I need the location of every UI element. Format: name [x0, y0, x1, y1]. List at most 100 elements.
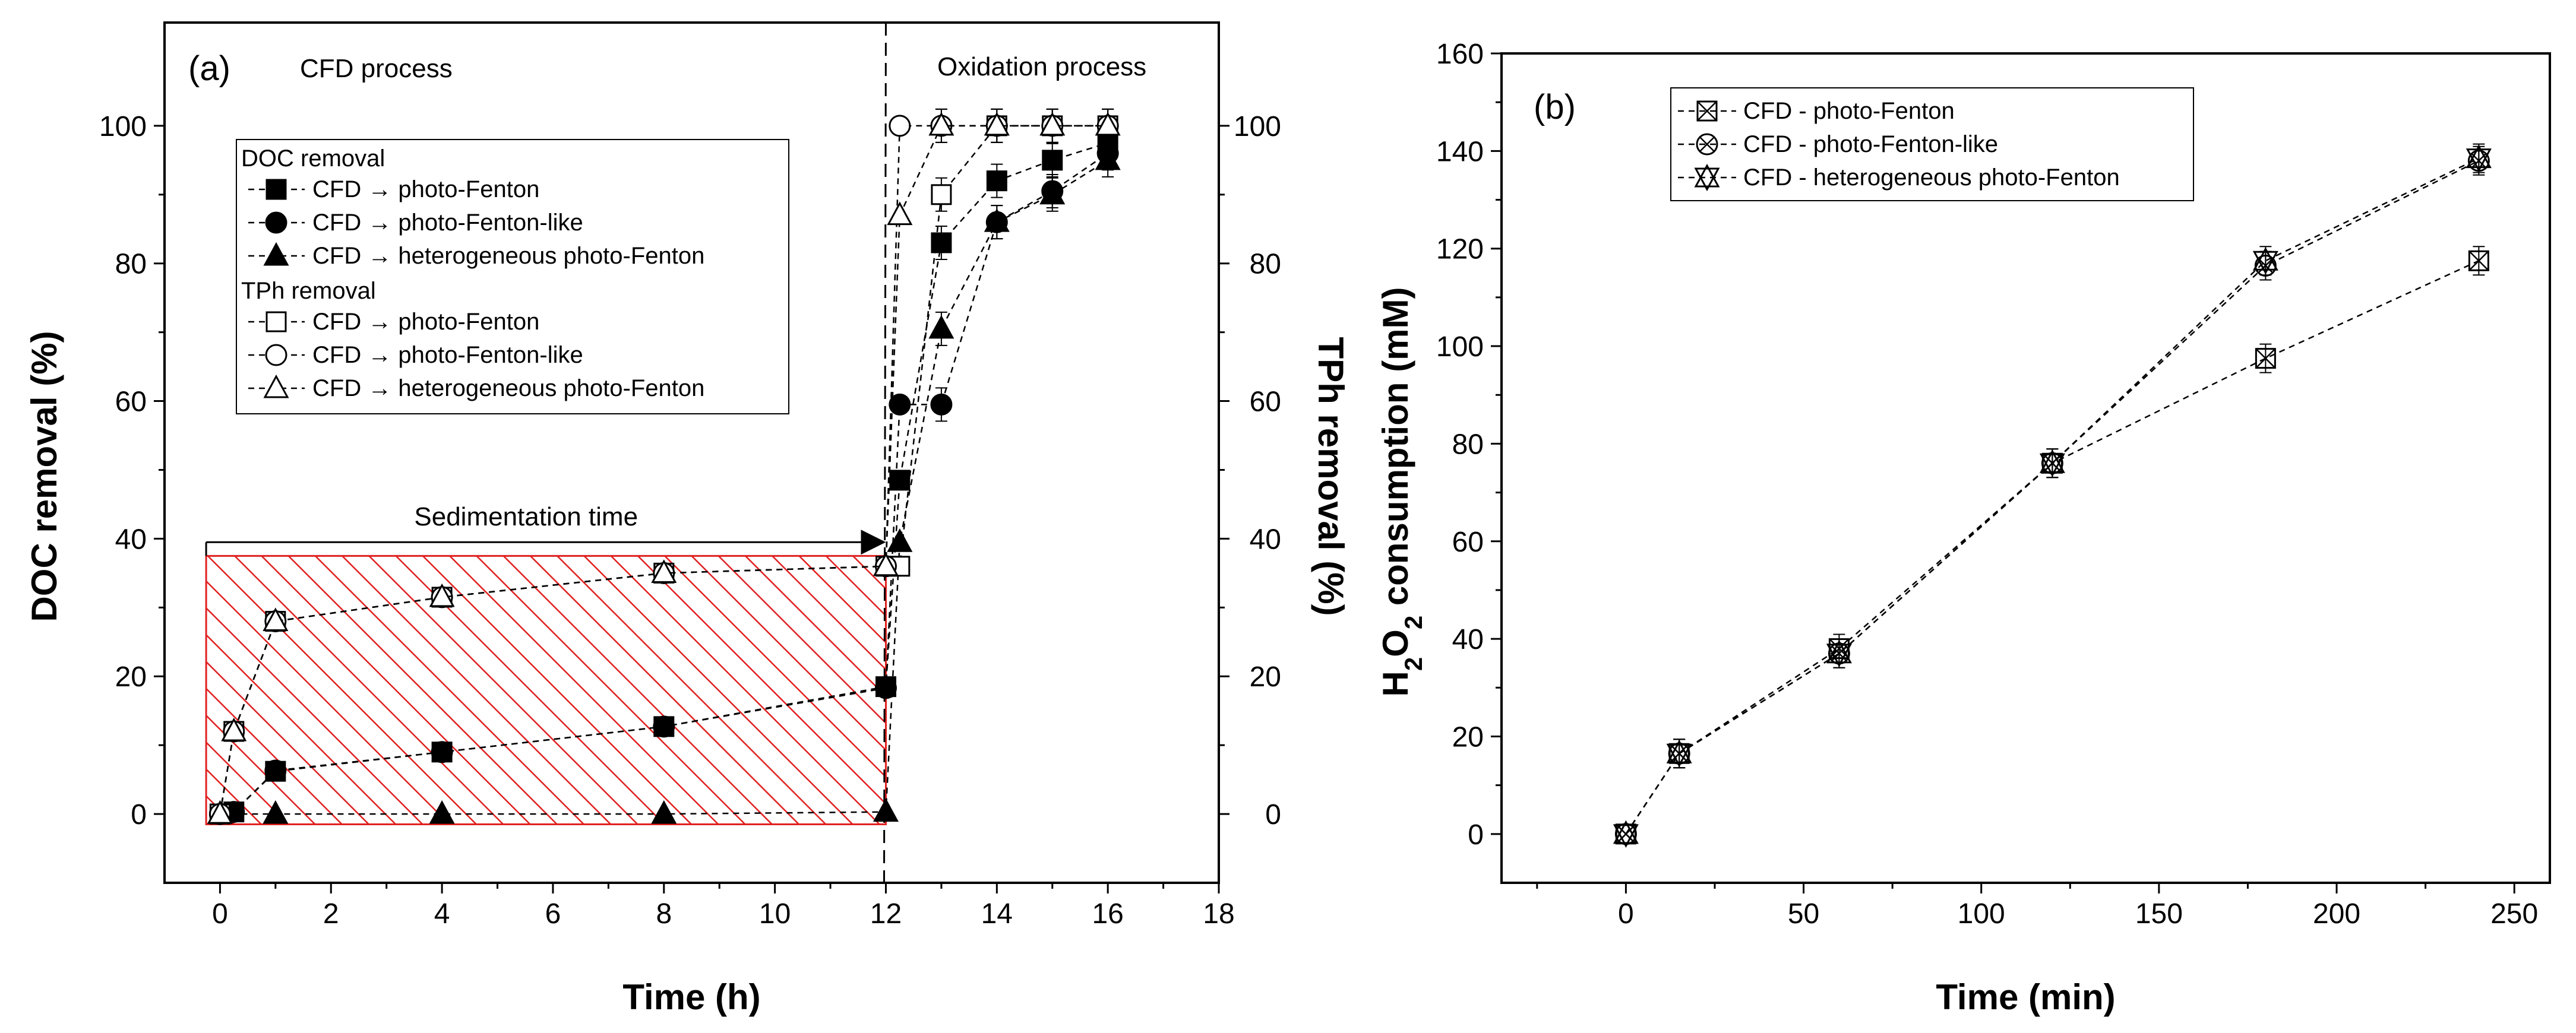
data-point — [874, 677, 897, 699]
x-tick-label: 250 — [2490, 898, 2538, 930]
y-axis-title-part: H — [1376, 671, 1415, 696]
data-point — [928, 315, 954, 339]
x-tick-label: 14 — [981, 898, 1013, 930]
y-axis-title-part: O — [1376, 629, 1415, 657]
legend-box — [1670, 87, 2194, 201]
panel-label-b: (b) — [1534, 88, 1576, 126]
y2-tick-label: 80 — [1250, 249, 1281, 280]
legend-marker-cross — [1699, 137, 1715, 152]
legend-entry: CFD - heterogeneous photo-Fenton — [1743, 164, 2120, 191]
y-tick-label: 40 — [1452, 624, 1484, 655]
data-point — [1095, 146, 1121, 170]
data-point — [221, 717, 247, 742]
series-line — [1625, 157, 2479, 835]
y-tick-label: 160 — [1436, 39, 1484, 70]
legend-marker — [265, 211, 287, 234]
data-point-down — [1826, 644, 1852, 667]
data-point-up — [2466, 144, 2492, 169]
series-line — [1625, 160, 2479, 835]
legend-marker — [1694, 163, 1720, 192]
data-point — [986, 170, 1007, 192]
data-point — [1039, 112, 1066, 136]
series-tph-triangle — [207, 108, 1121, 824]
legend-marker — [1696, 133, 1718, 156]
y-tick-label: 0 — [1468, 819, 1484, 851]
data-point — [889, 115, 911, 137]
legend: DOC removal TPh removal CFD → photo-Fenton… — [236, 139, 789, 414]
legend: CFD - photo-Fenton CFD - photo-Fenton-lik… — [1670, 87, 2194, 201]
data-point — [2252, 247, 2278, 275]
x-tick-label: 0 — [212, 898, 228, 930]
y2-tick-label: 40 — [1250, 524, 1281, 555]
data-point — [1666, 740, 1692, 768]
y-tick-label: 0 — [131, 799, 147, 831]
series-h2o2-boxed-x — [1615, 246, 2489, 845]
x-axis-title: Time (min) — [1936, 977, 2115, 1017]
data-point — [431, 741, 453, 763]
data-point-up — [1666, 740, 1692, 763]
sedimentation-hatched-region — [205, 554, 887, 825]
y-tick-label: 60 — [1452, 527, 1484, 558]
x-tick-label: 16 — [1092, 898, 1123, 930]
cfd-process-label: CFD process — [300, 54, 453, 83]
data-point — [1042, 150, 1063, 171]
data-point — [889, 393, 911, 416]
x-tick-label: 200 — [2313, 898, 2360, 930]
data-point — [889, 470, 911, 491]
legend-entry: CFD → photo-Fenton-like — [312, 342, 583, 368]
legend-marker — [265, 179, 287, 200]
panel-a-plot-frame — [163, 21, 1220, 884]
data-point-up — [2252, 247, 2278, 271]
series-line — [1625, 260, 2479, 835]
data-point — [429, 583, 455, 607]
panel-a-chart: Sedimentation time 0 2 4 6 8 10 12 14 16 18 0 0 20 20 4… — [24, 21, 1351, 1017]
panel-b-plot-frame — [1500, 52, 2551, 884]
legend-marker-ring — [1696, 133, 1718, 156]
process-divider-line — [883, 22, 887, 883]
panel-label-a: (a) — [188, 49, 230, 88]
series-h2o2-circled-x — [1614, 145, 2490, 845]
data-point — [1095, 112, 1121, 136]
data-point-down — [2252, 251, 2278, 275]
sedimentation-label: Sedimentation time — [414, 502, 638, 531]
data-point-up — [1613, 820, 1639, 844]
y-tick-label: 80 — [115, 249, 147, 280]
y2-tick-label: 60 — [1250, 386, 1281, 418]
y2-tick-label: 20 — [1250, 661, 1281, 693]
data-point — [263, 607, 289, 632]
x-tick-label: 0 — [1618, 898, 1634, 930]
data-point-down — [1613, 824, 1639, 848]
x-tick-label: 4 — [434, 898, 450, 930]
data-point — [263, 800, 289, 824]
y-tick-label: 140 — [1436, 136, 1484, 167]
legend-group-title: DOC removal — [241, 145, 385, 172]
data-point — [651, 800, 677, 824]
data-point — [984, 208, 1010, 232]
data-point-cross — [2255, 348, 2276, 369]
data-point — [931, 184, 952, 205]
panel-b-chart: 0 50 100 150 200 250 0 20 40 60 80 100 120 140 160 Time… — [1376, 39, 2551, 1017]
data-point — [984, 112, 1010, 136]
x-tick-label: 10 — [759, 898, 791, 930]
data-point — [2255, 348, 2276, 369]
x-tick-label: 50 — [1788, 898, 1819, 930]
data-point — [928, 112, 954, 136]
legend-entry: CFD → photo-Fenton-like — [312, 210, 583, 236]
legend-box — [236, 139, 789, 414]
data-point — [429, 800, 455, 824]
data-point-down — [2466, 148, 2492, 172]
data-point — [930, 393, 953, 416]
x-tick-label: 6 — [545, 898, 561, 930]
y-axis-title-part: 2 — [1399, 616, 1427, 629]
y2-axis-title: TPh removal (%) — [1311, 337, 1351, 616]
legend-group-title: TPh removal — [241, 278, 376, 304]
data-point — [2466, 144, 2492, 172]
legend-entry: CFD → heterogeneous photo-Fenton — [312, 375, 704, 401]
y-tick-label: 120 — [1436, 234, 1484, 265]
data-point — [887, 528, 913, 552]
data-point-cross — [2468, 251, 2489, 271]
y-axis-title: H2O2 consumption (mM) — [1376, 287, 1427, 696]
legend-marker — [1696, 100, 1718, 122]
data-point — [207, 800, 233, 824]
data-point — [1826, 639, 1852, 667]
